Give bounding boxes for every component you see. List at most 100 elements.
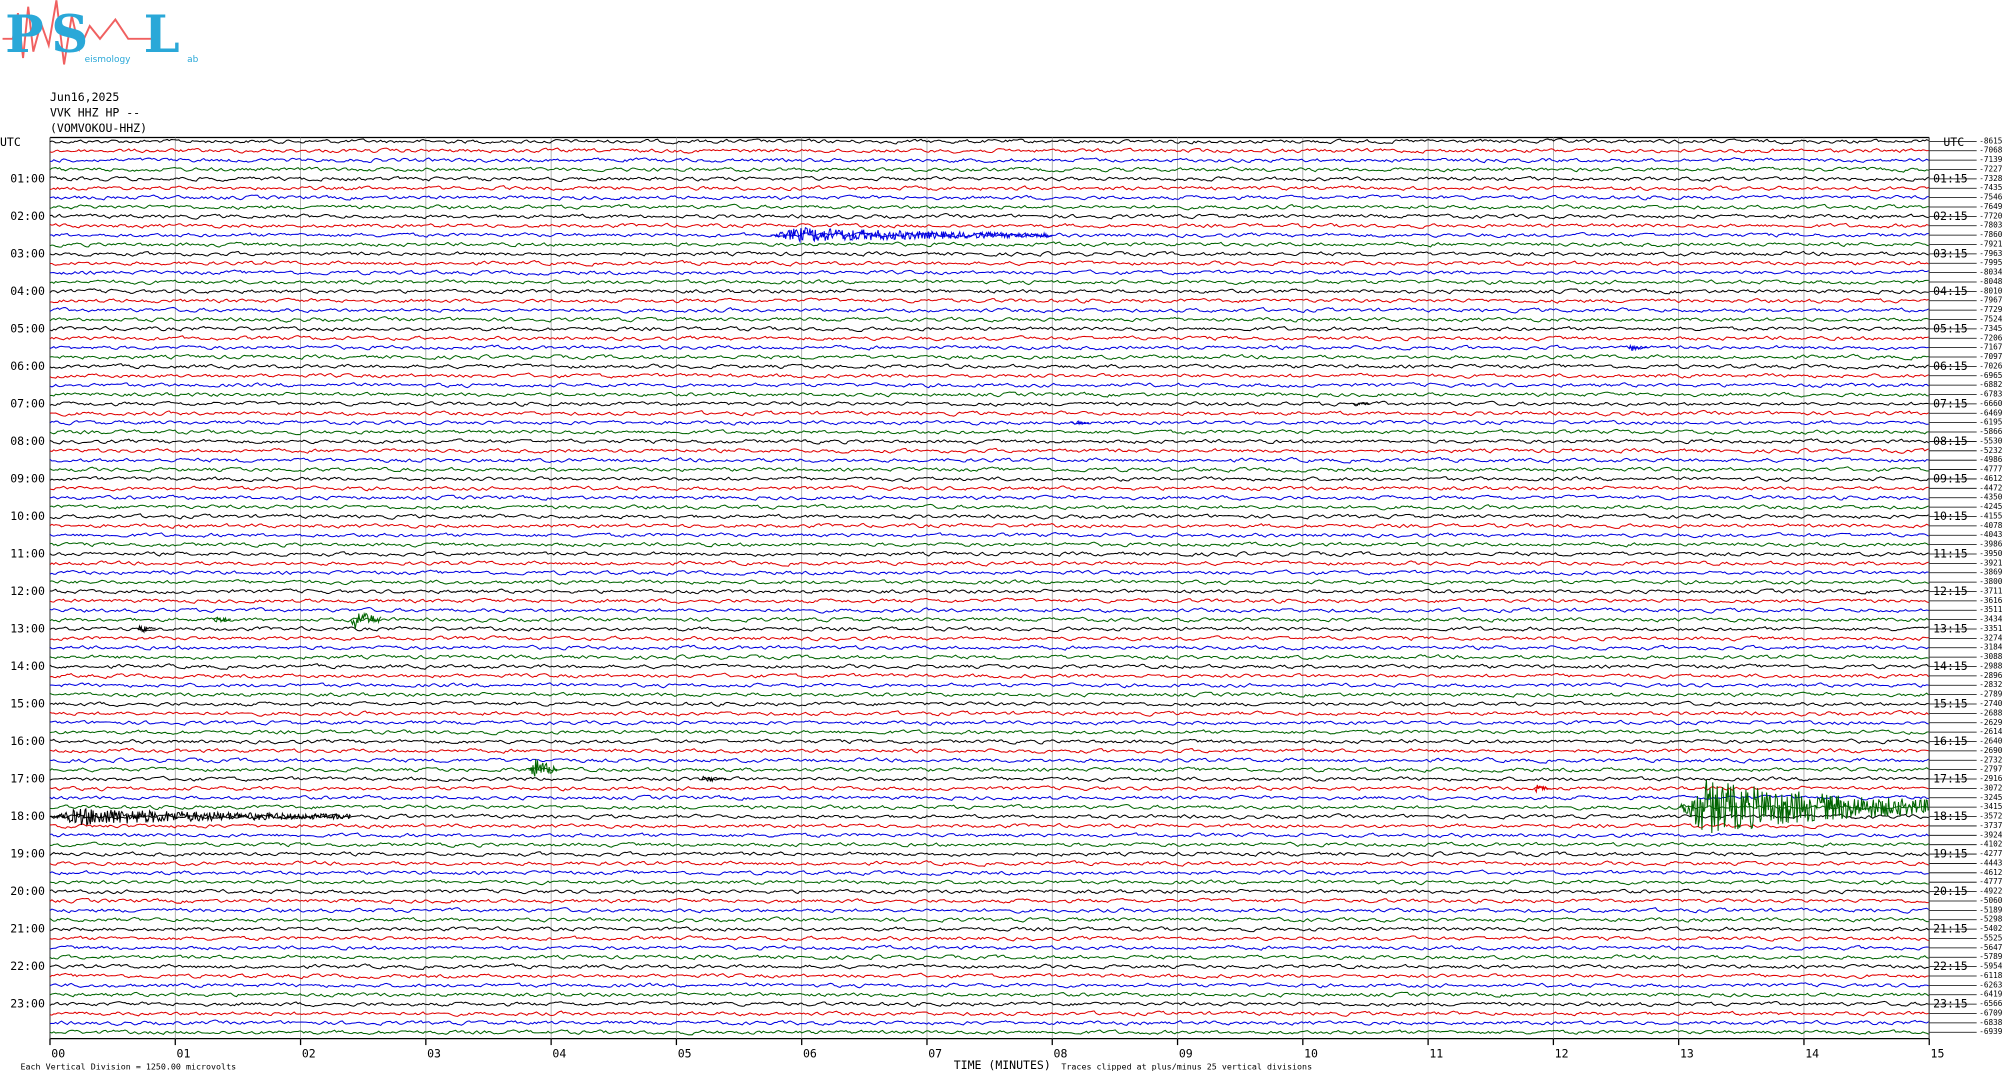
offset-label: -7546 [1979,193,2003,202]
trace [49,991,1929,998]
event [212,616,232,624]
offset-label: -5189 [1979,905,2003,914]
trace [49,382,1929,389]
hour-label: 05:15 [1933,321,1968,335]
offset-label: -6118 [1979,971,2003,980]
hour-label: 22:15 [1933,959,1968,973]
trace [49,522,1929,529]
offset-label: -4155 [1979,511,2003,520]
hour-label: 16:15 [1933,734,1968,748]
trace [49,503,1929,511]
hour-label: 19:15 [1933,847,1968,861]
offset-label: -4350 [1979,493,2003,502]
trace [49,785,1929,792]
trace [49,241,1929,248]
trace [49,597,1929,604]
trace [49,288,1929,295]
trace [49,719,1929,726]
trace [49,551,1929,557]
trace [49,616,1929,623]
trace [49,363,1929,370]
event [1678,779,1930,834]
x-tick-label: 12 [1555,1047,1569,1061]
trace [49,972,1929,980]
x-tick-label: 08 [1054,1047,1068,1061]
offset-label: -5789 [1979,952,2003,961]
trace [49,560,1929,567]
hour-label: 19:00 [10,847,45,861]
trace [49,456,1929,464]
offset-label: -2896 [1979,671,2003,680]
trace [49,954,1929,961]
offset-label: -5298 [1979,915,2003,924]
trace [49,391,1929,398]
trace [49,316,1929,323]
x-tick-label: 02 [302,1047,316,1061]
trace [49,409,1929,417]
hour-label: 05:00 [10,321,45,335]
offset-label: -7803 [1979,221,2003,230]
trace [49,963,1929,971]
offset-label: -3950 [1979,549,2003,558]
offset-label: -7167 [1979,343,2003,352]
offset-label: -7921 [1979,239,2003,248]
hour-label: 01:15 [1933,171,1968,185]
hour-label: 17:00 [10,772,45,786]
event [1352,402,1371,407]
trace [49,1010,1929,1017]
trace [49,644,1929,651]
hour-label: 16:00 [10,734,45,748]
hour-label: 04:15 [1933,284,1968,298]
offset-label: -4443 [1979,858,2003,867]
offset-label: -5530 [1979,436,2003,445]
trace [49,475,1929,483]
hour-label: 09:00 [10,471,45,485]
trace [49,325,1929,332]
trace [49,419,1929,426]
offset-label: -7345 [1979,324,2003,333]
offset-label: -7328 [1979,174,2003,183]
offset-label: -6263 [1979,980,2003,989]
offset-label: -6882 [1979,380,2002,389]
trace [49,569,1929,576]
offset-label: -3986 [1979,540,2003,549]
hour-label: 20:00 [10,884,45,898]
x-tick-label: 14 [1805,1047,1819,1061]
offset-label: -3869 [1979,568,2003,577]
trace [49,485,1929,492]
event [350,611,382,629]
trace [49,279,1929,286]
trace [49,447,1929,454]
hour-label: 09:15 [1933,471,1968,485]
offset-label: -6783 [1979,390,2003,399]
trace [49,832,1929,839]
hour-label: 02:15 [1933,209,1968,223]
trace [49,803,1929,811]
offset-label: -5525 [1979,933,2003,942]
trace [49,335,1929,342]
trace [49,663,1929,670]
trace [49,813,1929,820]
trace [49,794,1929,801]
offset-label: -7860 [1979,230,2003,239]
offset-label: -2740 [1979,699,2003,708]
trace [49,1029,1929,1036]
offset-label: -7026 [1979,361,2003,370]
trace [49,259,1929,267]
offset-label: -5232 [1979,446,2002,455]
x-tick-label: 15 [1931,1047,1945,1061]
offset-label: -3088 [1979,652,2003,661]
hour-label: 06:15 [1933,359,1968,373]
x-tick-label: 07 [928,1047,942,1061]
offset-label: -3572 [1979,812,2002,821]
x-tick-label: 09 [1179,1047,1193,1061]
trace [49,138,1929,145]
offset-label: -2640 [1979,737,2003,746]
event [1070,420,1090,426]
trace [49,897,1929,905]
offset-label: -3351 [1979,624,2003,633]
trace [49,888,1929,895]
hour-label: 15:15 [1933,697,1968,711]
trace [49,691,1929,698]
